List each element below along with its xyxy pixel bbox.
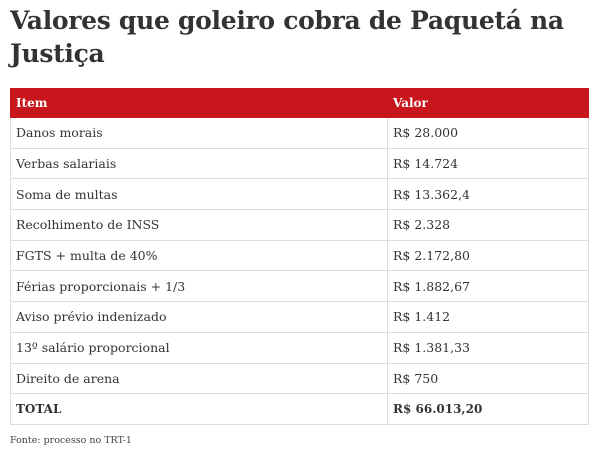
source: Fonte: processo no TRT-1 <box>10 435 132 446</box>
total-row: TOTAL R$ 66.013,20 <box>10 393 589 425</box>
value-cell: R$ 1.412 <box>387 301 589 333</box>
table-body: Danos morais R$ 28.000 Verbas salariais R$ … <box>10 117 589 425</box>
value-cell: R$ 750 <box>387 362 589 395</box>
row: Soma de multas R$ 13.362,4 <box>10 178 589 211</box>
row: Direito de arena R$ 750 <box>10 362 589 395</box>
item-cell: Direito de arena <box>10 362 388 395</box>
column-header: Valor <box>387 88 589 118</box>
value-cell: R$ 13.362,4 <box>387 178 589 211</box>
value-cell: R$ 2.172,80 <box>387 239 589 272</box>
column-header: Item <box>10 88 388 118</box>
value-cell: R$ 1.882,67 <box>387 270 589 303</box>
row: Recolhimento de INSS R$ 2.328 <box>10 209 589 241</box>
item-cell: Soma de multas <box>10 178 388 211</box>
value-cell: R$ 14.724 <box>387 147 589 180</box>
item-cell: Recolhimento de INSS <box>10 209 388 241</box>
row: Verbas salariais R$ 14.724 <box>10 147 589 180</box>
row: Aviso prévio indenizado R$ 1.412 <box>10 301 589 333</box>
value-cell: R$ 28.000 <box>387 117 589 149</box>
item-cell: Danos morais <box>10 117 388 149</box>
item-cell: Aviso prévio indenizado <box>10 301 388 333</box>
title: Valores que goleiro cobra de Paquetá na … <box>10 6 564 68</box>
item-cell: Verbas salariais <box>10 147 388 180</box>
row: Férias proporcionais + 1/3 R$ 1.882,67 <box>10 270 589 303</box>
total-label: TOTAL <box>10 393 388 425</box>
value-cell: R$ 2.328 <box>387 209 589 241</box>
item-cell: 13º salário proporcional <box>10 331 388 364</box>
row: Danos morais R$ 28.000 <box>10 117 589 149</box>
row: FGTS + multa de 40% R$ 2.172,80 <box>10 239 589 272</box>
header-row: Item Valor <box>10 88 589 118</box>
values-table: Item Valor Danos morais R$ 28.000 Verbas sa… <box>10 88 589 425</box>
row: 13º salário proporcional R$ 1.381,33 <box>10 331 589 364</box>
item-cell: Férias proporcionais + 1/3 <box>10 270 388 303</box>
item-cell: FGTS + multa de 40% <box>10 239 388 272</box>
total-value: R$ 66.013,20 <box>387 393 589 425</box>
value-cell: R$ 1.381,33 <box>387 331 589 364</box>
